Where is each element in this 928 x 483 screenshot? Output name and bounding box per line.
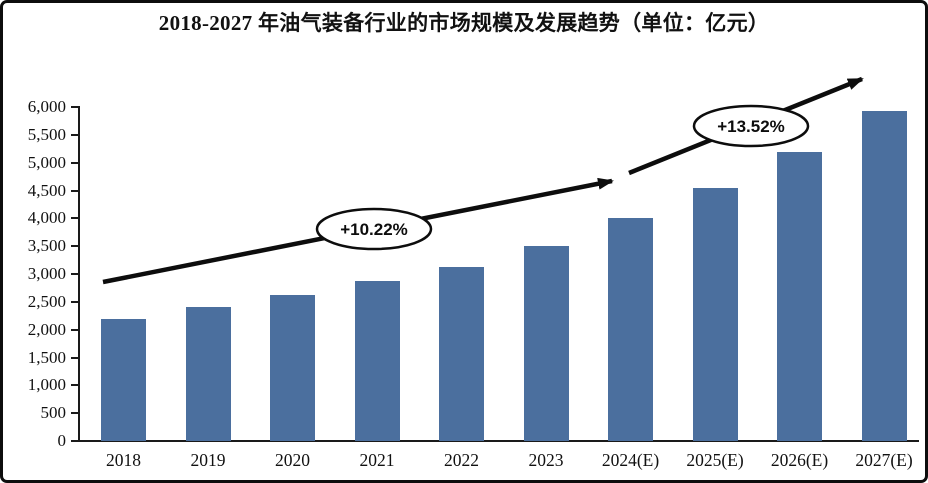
bar-2020 [270, 294, 315, 441]
bar-2027(E) [861, 110, 907, 441]
y-tick-label: 3,000 [27, 264, 66, 283]
y-tick-label: 4,500 [27, 180, 66, 200]
y-tick-label: 0 [57, 431, 67, 450]
chart-title: 2018-2027 年油气装备行业的市场规模及发展趋势（单位：亿元） [158, 11, 770, 35]
growth-rate-ellipse-1 [315, 207, 433, 251]
y-tick-label: 4,000 [27, 208, 66, 228]
y-tick [71, 356, 78, 359]
x-tick-label-2021: 2021 [359, 450, 395, 470]
y-tick [71, 440, 78, 442]
bar-2019 [185, 307, 231, 441]
y-tick [71, 328, 78, 331]
y-tick [71, 217, 78, 220]
y-tick [71, 412, 78, 415]
bar-2018 [101, 318, 146, 441]
bar-2023 [523, 245, 569, 441]
y-tick-label: 3,500 [27, 236, 66, 256]
growth-rate-label-1: +10.22% [340, 220, 408, 239]
y-tick-label: 5,000 [27, 152, 66, 172]
x-tick-label-2023: 2023 [528, 450, 564, 470]
bar-2021 [354, 281, 400, 441]
x-axis-line [78, 440, 919, 442]
y-tick-label: 500 [40, 403, 67, 423]
y-tick-label: 5,500 [27, 124, 66, 144]
x-tick-label-2027(E): 2027(E) [855, 450, 913, 470]
y-tick [71, 300, 78, 303]
x-tick-label-2020: 2020 [275, 450, 310, 470]
y-tick [71, 273, 78, 275]
x-tick-label-2022: 2022 [444, 450, 479, 470]
y-tick-label: 1,500 [27, 347, 66, 367]
trend-line-2023-2027 [628, 76, 864, 176]
growth-rate-label-2: +13.52% [717, 117, 785, 136]
y-axis-line [78, 106, 80, 442]
y-tick-label: 2,500 [27, 291, 66, 311]
bar-2022 [439, 266, 484, 441]
bar-2024(E) [608, 218, 653, 441]
growth-rate-ellipse-2 [692, 104, 810, 148]
y-tick-label: 1,000 [27, 375, 66, 395]
x-tick-label-2026(E): 2026(E) [770, 450, 829, 470]
y-tick-label: 6,000 [27, 97, 66, 116]
x-tick-label-2025(E): 2025(E) [686, 450, 744, 470]
y-tick [71, 189, 78, 192]
y-tick [71, 384, 78, 387]
x-tick-label-2024(E): 2024(E) [601, 450, 660, 470]
y-tick [71, 133, 78, 136]
x-tick-label-2018: 2018 [106, 450, 141, 470]
y-tick [71, 245, 78, 248]
y-tick [71, 161, 78, 164]
y-tick-label: 2,000 [27, 319, 66, 339]
bar-2026(E) [777, 152, 822, 441]
bar-2025(E) [692, 188, 738, 441]
y-tick [71, 106, 78, 108]
x-tick-label-2019: 2019 [190, 450, 226, 470]
